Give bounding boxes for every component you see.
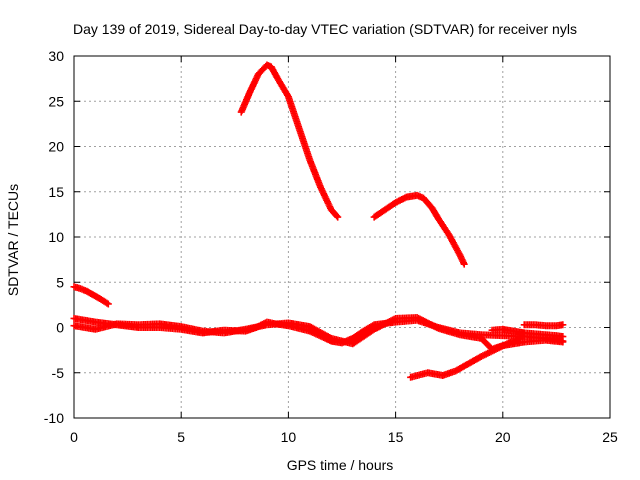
grid-lines — [74, 56, 610, 418]
data-point — [333, 212, 341, 220]
series-baseline-c — [488, 325, 567, 341]
y-tick-label: 25 — [48, 93, 64, 109]
x-tick-label: 5 — [177, 429, 185, 445]
x-tick-label: 0 — [70, 429, 78, 445]
data-points — [70, 61, 567, 381]
data-point — [559, 321, 567, 329]
data-point — [284, 91, 292, 99]
y-tick-label: 10 — [48, 229, 64, 245]
y-tick-labels: -10 -5 0 5 10 15 20 25 30 — [44, 48, 64, 426]
x-tick-label: 15 — [388, 429, 404, 445]
y-tick-label: -5 — [52, 365, 65, 381]
x-axis-label: GPS time / hours — [287, 457, 394, 473]
series-baseline-b — [70, 314, 567, 353]
series-arc-early — [70, 283, 112, 308]
x-tick-labels: 0 5 10 15 20 25 — [70, 429, 618, 445]
y-tick-label: 20 — [48, 139, 64, 155]
data-point — [334, 213, 342, 221]
data-point — [326, 334, 334, 342]
series-arc-peak-afternoon — [370, 191, 468, 268]
x-tick-label: 25 — [602, 429, 618, 445]
y-axis-label: SDTVAR / TECUs — [5, 184, 21, 296]
data-point — [103, 299, 111, 307]
y-tick-label: -10 — [44, 410, 64, 426]
data-point — [104, 300, 112, 308]
data-point — [559, 333, 567, 341]
data-point — [460, 260, 468, 268]
x-tick-label: 10 — [281, 429, 297, 445]
y-tick-label: 15 — [48, 184, 64, 200]
x-tick-label: 20 — [495, 429, 511, 445]
series-baseline-d — [520, 321, 567, 330]
series-arc-peak-morning — [237, 61, 342, 221]
y-tick-label: 30 — [48, 48, 64, 64]
y-tick-label: 0 — [56, 320, 64, 336]
y-tick-label: 5 — [56, 274, 64, 290]
chart-title: Day 139 of 2019, Sidereal Day-to-day VTE… — [73, 21, 577, 37]
